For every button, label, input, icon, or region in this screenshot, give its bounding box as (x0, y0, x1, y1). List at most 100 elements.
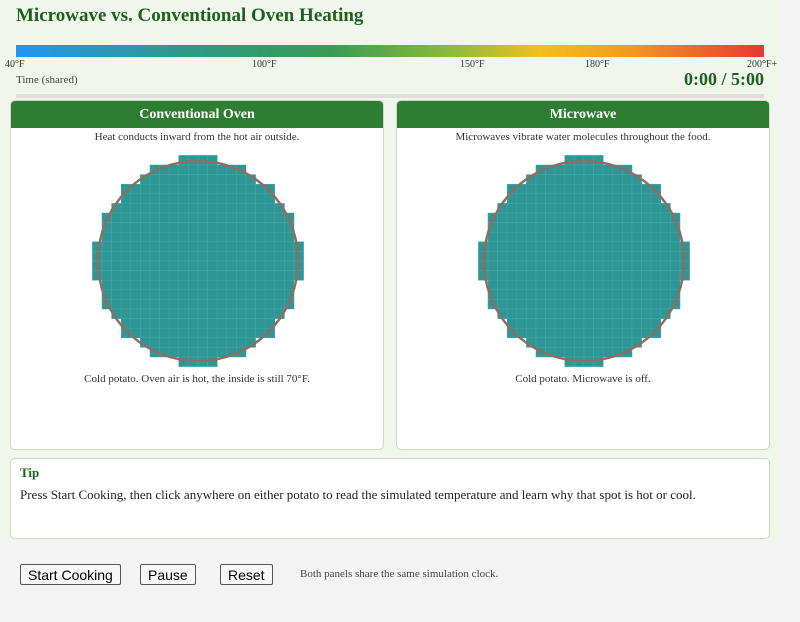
cell (101, 279, 112, 291)
cell (526, 318, 537, 329)
cell (535, 222, 546, 233)
cell (264, 327, 276, 339)
cell (120, 231, 132, 243)
cell (650, 299, 662, 310)
cell (622, 174, 633, 185)
cell (535, 241, 546, 252)
cell (130, 289, 141, 300)
cell (264, 270, 276, 281)
cell (226, 337, 237, 348)
cell (149, 193, 160, 204)
cell (545, 183, 556, 195)
cell (178, 203, 189, 214)
potato[interactable] (11, 151, 383, 371)
cell (207, 212, 218, 223)
cell (574, 299, 585, 310)
clock-label: Time (shared) (16, 74, 78, 86)
cell (111, 260, 122, 271)
cell (641, 222, 652, 233)
cell (197, 164, 208, 175)
cell (545, 337, 556, 348)
cell (197, 337, 208, 348)
cell (622, 337, 633, 348)
cell (236, 174, 247, 185)
cell (554, 164, 566, 175)
cell (236, 193, 247, 204)
cell (226, 279, 237, 291)
cell (593, 299, 604, 310)
cell (216, 193, 228, 204)
cell (245, 289, 256, 300)
cell (140, 308, 151, 319)
cell (226, 203, 237, 214)
cell (593, 183, 604, 195)
cell (245, 203, 256, 214)
cell (516, 270, 527, 281)
reset-button[interactable]: Reset (220, 564, 273, 585)
cell (188, 241, 199, 252)
cell (574, 241, 585, 252)
cell (111, 299, 122, 310)
potato[interactable] (397, 151, 769, 371)
cell (197, 260, 208, 271)
cell (149, 299, 160, 310)
scale-label: 200°F+ (747, 59, 778, 70)
cell (602, 241, 614, 252)
cell (188, 337, 199, 348)
cell (545, 241, 556, 252)
cell (178, 270, 189, 281)
cell (140, 203, 151, 214)
cell (188, 347, 199, 358)
pause-button[interactable]: Pause (140, 564, 196, 585)
cell (631, 318, 642, 329)
panel-status: Cold potato. Microwave is off. (515, 373, 651, 385)
cell (660, 222, 671, 233)
potato-cells (478, 155, 690, 367)
tip-title: Tip (20, 465, 40, 480)
cell (264, 231, 276, 243)
cell (197, 241, 208, 252)
cell (650, 279, 662, 291)
cell (207, 318, 218, 329)
cell (216, 279, 228, 291)
cell (506, 299, 518, 310)
cell (670, 241, 681, 252)
cell (641, 299, 652, 310)
cell (159, 260, 170, 271)
cell (140, 327, 151, 339)
cell (631, 212, 642, 223)
cell (197, 231, 208, 243)
cell (226, 222, 237, 233)
cell (526, 203, 537, 214)
cell (622, 308, 633, 319)
cell (216, 174, 228, 185)
cell (264, 289, 276, 300)
cell (216, 270, 228, 281)
cell (168, 164, 180, 175)
cell (660, 212, 671, 223)
cell (197, 174, 208, 185)
cell (526, 289, 537, 300)
cell (159, 174, 170, 185)
cell (197, 318, 208, 329)
cell (622, 231, 633, 243)
cell (197, 212, 208, 223)
cell (264, 241, 276, 252)
start-button[interactable]: Start Cooking (20, 564, 121, 585)
cell (593, 203, 604, 214)
cell (545, 212, 556, 223)
cell (245, 299, 256, 310)
cell (593, 241, 604, 252)
cell (188, 164, 199, 175)
cell (168, 183, 180, 195)
cell (564, 299, 575, 310)
cell (188, 193, 199, 204)
cell (207, 270, 218, 281)
cell (178, 183, 189, 195)
cell (274, 251, 285, 262)
cell (149, 241, 160, 252)
cell (130, 193, 141, 204)
cell (197, 289, 208, 300)
cell (120, 279, 132, 291)
cell (564, 337, 575, 348)
